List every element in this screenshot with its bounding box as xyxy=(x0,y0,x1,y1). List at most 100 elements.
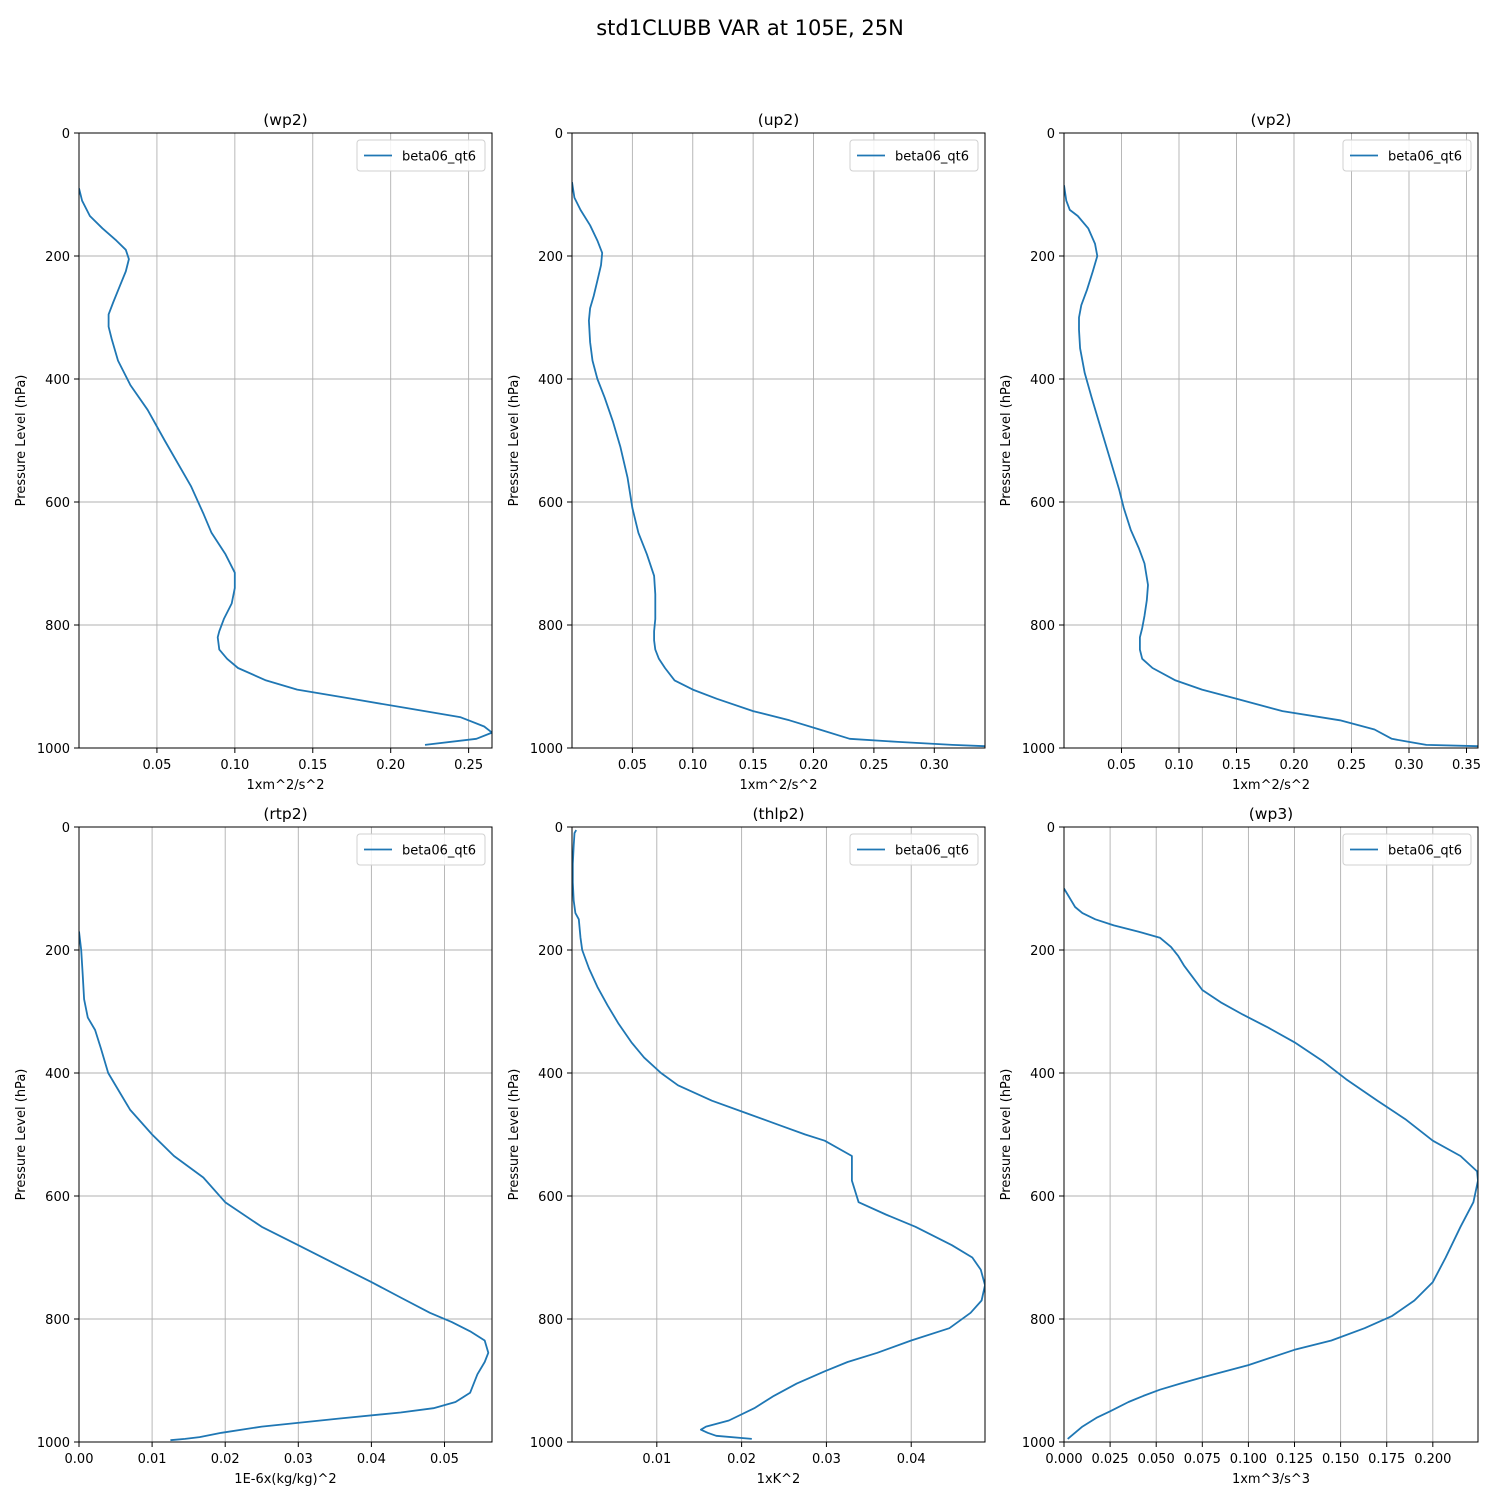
y-tick-label: 1000 xyxy=(37,1436,70,1451)
legend-entry: beta06_qt6 xyxy=(402,150,476,165)
x-axis-label: 1xK^2 xyxy=(757,1472,801,1487)
y-tick-label: 600 xyxy=(1030,496,1055,511)
axes-frame xyxy=(78,826,493,1443)
subplot-title: (vp2) xyxy=(1251,111,1292,129)
y-axis-label: Pressure Level (hPa) xyxy=(999,375,1014,507)
legend-entry: beta06_qt6 xyxy=(402,844,476,859)
legend-box xyxy=(356,833,486,866)
series-line-beta06_qt6 xyxy=(79,931,490,1442)
x-tick-label: 0.175 xyxy=(1368,1452,1405,1467)
x-tick-label: 0.15 xyxy=(298,758,327,773)
y-tick-label: 800 xyxy=(538,1313,563,1328)
y-axis-label: Pressure Level (hPa) xyxy=(14,1069,29,1201)
x-tick-label: 0.15 xyxy=(739,758,768,773)
legend: beta06_qt6 xyxy=(1342,139,1472,172)
x-tick-label: 0.03 xyxy=(812,1452,841,1467)
y-axis-label: Pressure Level (hPa) xyxy=(507,375,522,507)
subplot-title: (up2) xyxy=(758,111,800,129)
x-tick-label: 0.20 xyxy=(799,758,828,773)
series-line-beta06_qt6 xyxy=(572,182,985,748)
x-axis-label: 1xm^2/s^2 xyxy=(1232,778,1310,793)
subplot-3: 0.05 0.10 0.15 0.20 0.25 0.30 0.35 0 200 400 600 80… xyxy=(999,111,1481,793)
y-tick-label: 200 xyxy=(45,944,70,959)
x-tick-label: 0.00 xyxy=(65,1452,94,1467)
y-tick-label: 0 xyxy=(62,127,70,142)
legend-box xyxy=(1342,139,1472,172)
axes-frame xyxy=(78,132,493,749)
x-tick-label: 0.03 xyxy=(284,1452,313,1467)
x-axis-label: 1xm^2/s^2 xyxy=(246,778,324,793)
x-tick-label: 0.100 xyxy=(1230,1452,1267,1467)
x-tick-label: 0.05 xyxy=(142,758,171,773)
legend-box xyxy=(356,139,486,172)
subplot-6: 0.000 0.025 0.050 0.075 0.100 0.125 0.150 0.175… xyxy=(999,805,1479,1487)
y-tick-label: 600 xyxy=(45,1190,70,1205)
y-tick-label: 0 xyxy=(62,821,70,836)
x-tick-label: 0.01 xyxy=(138,1452,167,1467)
axes-frame xyxy=(1063,826,1479,1443)
subplot-title: (wp2) xyxy=(263,111,307,129)
x-tick-label: 0.25 xyxy=(454,758,483,773)
y-tick-label: 200 xyxy=(538,250,563,265)
x-tick-label: 0.25 xyxy=(859,758,888,773)
x-tick-label: 0.05 xyxy=(1107,758,1136,773)
x-tick-label: 0.05 xyxy=(430,1452,459,1467)
series-line-beta06_qt6 xyxy=(572,829,985,1440)
y-tick-label: 200 xyxy=(45,250,70,265)
y-tick-label: 200 xyxy=(1030,250,1055,265)
legend: beta06_qt6 xyxy=(849,139,979,172)
x-axis-label: 1E-6x(kg/kg)^2 xyxy=(234,1472,336,1487)
y-tick-label: 400 xyxy=(1030,373,1055,388)
subplot-title: (wp3) xyxy=(1249,805,1293,823)
legend-box xyxy=(849,139,979,172)
x-tick-label: 0.050 xyxy=(1138,1452,1175,1467)
legend: beta06_qt6 xyxy=(849,833,979,866)
x-tick-label: 0.04 xyxy=(357,1452,386,1467)
y-tick-label: 0 xyxy=(1047,821,1055,836)
series-line-beta06_qt6 xyxy=(79,188,492,746)
legend: beta06_qt6 xyxy=(1342,833,1472,866)
x-axis-label: 1xm^2/s^2 xyxy=(739,778,817,793)
x-tick-label: 0.05 xyxy=(618,758,647,773)
x-tick-label: 0.02 xyxy=(211,1452,240,1467)
x-tick-label: 0.10 xyxy=(220,758,249,773)
y-tick-label: 400 xyxy=(45,1067,70,1082)
y-tick-label: 0 xyxy=(555,821,563,836)
y-tick-label: 200 xyxy=(1030,944,1055,959)
y-tick-label: 400 xyxy=(45,373,70,388)
y-tick-label: 1000 xyxy=(530,1436,563,1451)
y-tick-label: 0 xyxy=(1047,127,1055,142)
x-tick-label: 0.10 xyxy=(678,758,707,773)
y-tick-label: 400 xyxy=(1030,1067,1055,1082)
x-tick-label: 0.20 xyxy=(1280,758,1309,773)
y-tick-label: 1000 xyxy=(530,742,563,757)
y-tick-label: 600 xyxy=(538,1190,563,1205)
x-tick-label: 0.075 xyxy=(1184,1452,1221,1467)
subplot-4: 0.00 0.01 0.02 0.03 0.04 0.05 0 200 400 600 800 100… xyxy=(14,805,493,1487)
y-axis-label: Pressure Level (hPa) xyxy=(999,1069,1014,1201)
x-tick-label: 0.30 xyxy=(1395,758,1424,773)
y-axis-label: Pressure Level (hPa) xyxy=(14,375,29,507)
x-tick-label: 0.04 xyxy=(897,1452,926,1467)
y-tick-label: 600 xyxy=(538,496,563,511)
subplot-1: 0.05 0.10 0.15 0.20 0.25 0 200 400 600 800 1000 (wp… xyxy=(14,111,493,793)
subplot-title: (thlp2) xyxy=(752,805,804,823)
x-tick-label: 0.15 xyxy=(1222,758,1251,773)
legend-entry: beta06_qt6 xyxy=(1388,150,1462,165)
subplot-title: (rtp2) xyxy=(263,805,307,823)
legend-entry: beta06_qt6 xyxy=(895,150,969,165)
x-tick-label: 0.35 xyxy=(1452,758,1481,773)
x-tick-label: 0.02 xyxy=(727,1452,756,1467)
x-tick-label: 0.01 xyxy=(642,1452,671,1467)
series-line-beta06_qt6 xyxy=(1064,185,1478,748)
x-tick-label: 0.125 xyxy=(1276,1452,1313,1467)
x-tick-label: 0.025 xyxy=(1091,1452,1128,1467)
y-tick-label: 1000 xyxy=(1022,1436,1055,1451)
y-tick-label: 600 xyxy=(1030,1190,1055,1205)
x-tick-label: 0.000 xyxy=(1045,1452,1082,1467)
y-tick-label: 1000 xyxy=(37,742,70,757)
legend-entry: beta06_qt6 xyxy=(895,844,969,859)
legend-box xyxy=(1342,833,1472,866)
